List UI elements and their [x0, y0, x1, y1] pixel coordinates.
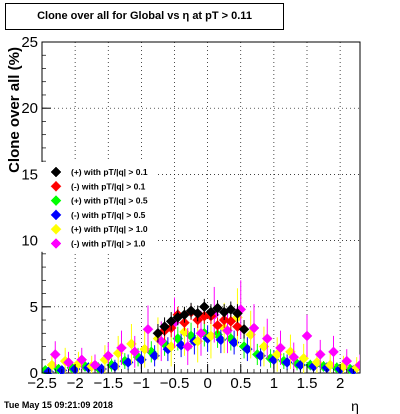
data-point: [63, 357, 74, 368]
data-point: [225, 316, 237, 327]
data-point: [159, 321, 170, 333]
data-point: [248, 322, 260, 334]
legend: (+) with pT/|q| > 0.1 (-) with pT/|q| > 0…: [40, 162, 158, 252]
legend-entry: (-) with pT/|q| > 1.0: [50, 238, 146, 249]
legend-marker: [50, 238, 62, 249]
x-axis-label: η: [351, 398, 359, 414]
data-point: [205, 306, 217, 318]
legend-entry: (+) with pT/|q| > 0.1: [50, 166, 148, 178]
x-tick-label: 1.5: [297, 375, 318, 392]
y-tick-label: 25: [21, 34, 38, 51]
legend-marker: [50, 195, 62, 206]
legend-label: (-) with pT/|q| > 0.1: [71, 181, 146, 191]
data-point: [195, 327, 207, 339]
data-point: [232, 308, 243, 319]
chart-title: Clone over all for Global vs η at pT > 0…: [37, 10, 252, 22]
title-box: Clone over all for Global vs η at pT > 0…: [5, 3, 284, 30]
legend-marker: [50, 180, 62, 192]
y-tick-label: 5: [30, 299, 38, 316]
data-point: [288, 351, 300, 363]
x-tick-label: −2.5: [27, 375, 57, 392]
data-point: [129, 346, 141, 358]
x-tick-label: 0: [203, 375, 211, 392]
y-tick-label: 15: [21, 166, 38, 183]
data-point: [179, 309, 190, 321]
legend-entry: (-) with pT/|q| > 0.5: [50, 209, 146, 221]
x-tick-label: −1.5: [93, 375, 123, 392]
data-point: [261, 333, 273, 344]
data-point: [102, 350, 114, 362]
legend-entry: (+) with pT/|q| > 1.0: [50, 223, 148, 235]
legend-label: (+) with pT/|q| > 1.0: [71, 224, 148, 234]
data-point: [275, 342, 286, 354]
x-tick-label: 1: [270, 375, 278, 392]
series-layer: [42, 280, 360, 374]
legend-box: [40, 162, 158, 252]
legend-marker: [50, 209, 62, 221]
data-point: [314, 349, 326, 360]
data-point: [341, 355, 353, 367]
legend-marker: [50, 166, 62, 178]
data-point: [301, 330, 313, 342]
x-tick-label: 0.5: [230, 375, 251, 392]
timestamp: Tue May 15 09:21:09 2018: [4, 400, 113, 410]
y-tick-label: 10: [21, 233, 38, 250]
legend-label: (+) with pT/|q| > 0.1: [71, 167, 148, 177]
legend-label: (-) with pT/|q| > 0.5: [71, 210, 146, 220]
data-point: [198, 301, 210, 313]
y-tick-label: 0: [30, 365, 38, 382]
x-tick-label: −0.5: [160, 375, 190, 392]
legend-entry: (+) with pT/|q| > 0.5: [50, 195, 148, 206]
series-1: [152, 298, 250, 343]
data-point: [49, 349, 61, 360]
data-point: [182, 341, 194, 352]
x-tick-label: 2: [336, 375, 344, 392]
data-point: [238, 323, 250, 335]
data-point: [225, 304, 237, 315]
data-point: [192, 308, 204, 319]
legend-entry: (-) with pT/|q| > 0.1: [50, 180, 146, 192]
legend-label: (-) with pT/|q| > 1.0: [71, 239, 146, 249]
y-tick-label: 20: [21, 100, 38, 117]
data-point: [76, 354, 88, 366]
data-point: [212, 302, 223, 314]
data-point: [328, 346, 339, 358]
legend-label: (+) with pT/|q| > 0.5: [71, 196, 148, 206]
data-point: [354, 359, 360, 371]
x-tick-label: −1: [133, 375, 150, 392]
data-point: [152, 327, 164, 339]
data-point: [142, 323, 154, 335]
x-tick-label: −2: [67, 375, 84, 392]
data-point: [212, 319, 223, 331]
y-axis-label: Clone over all (%): [6, 47, 23, 173]
data-point: [116, 342, 127, 354]
data-point: [165, 316, 177, 327]
legend-marker: [50, 223, 62, 235]
